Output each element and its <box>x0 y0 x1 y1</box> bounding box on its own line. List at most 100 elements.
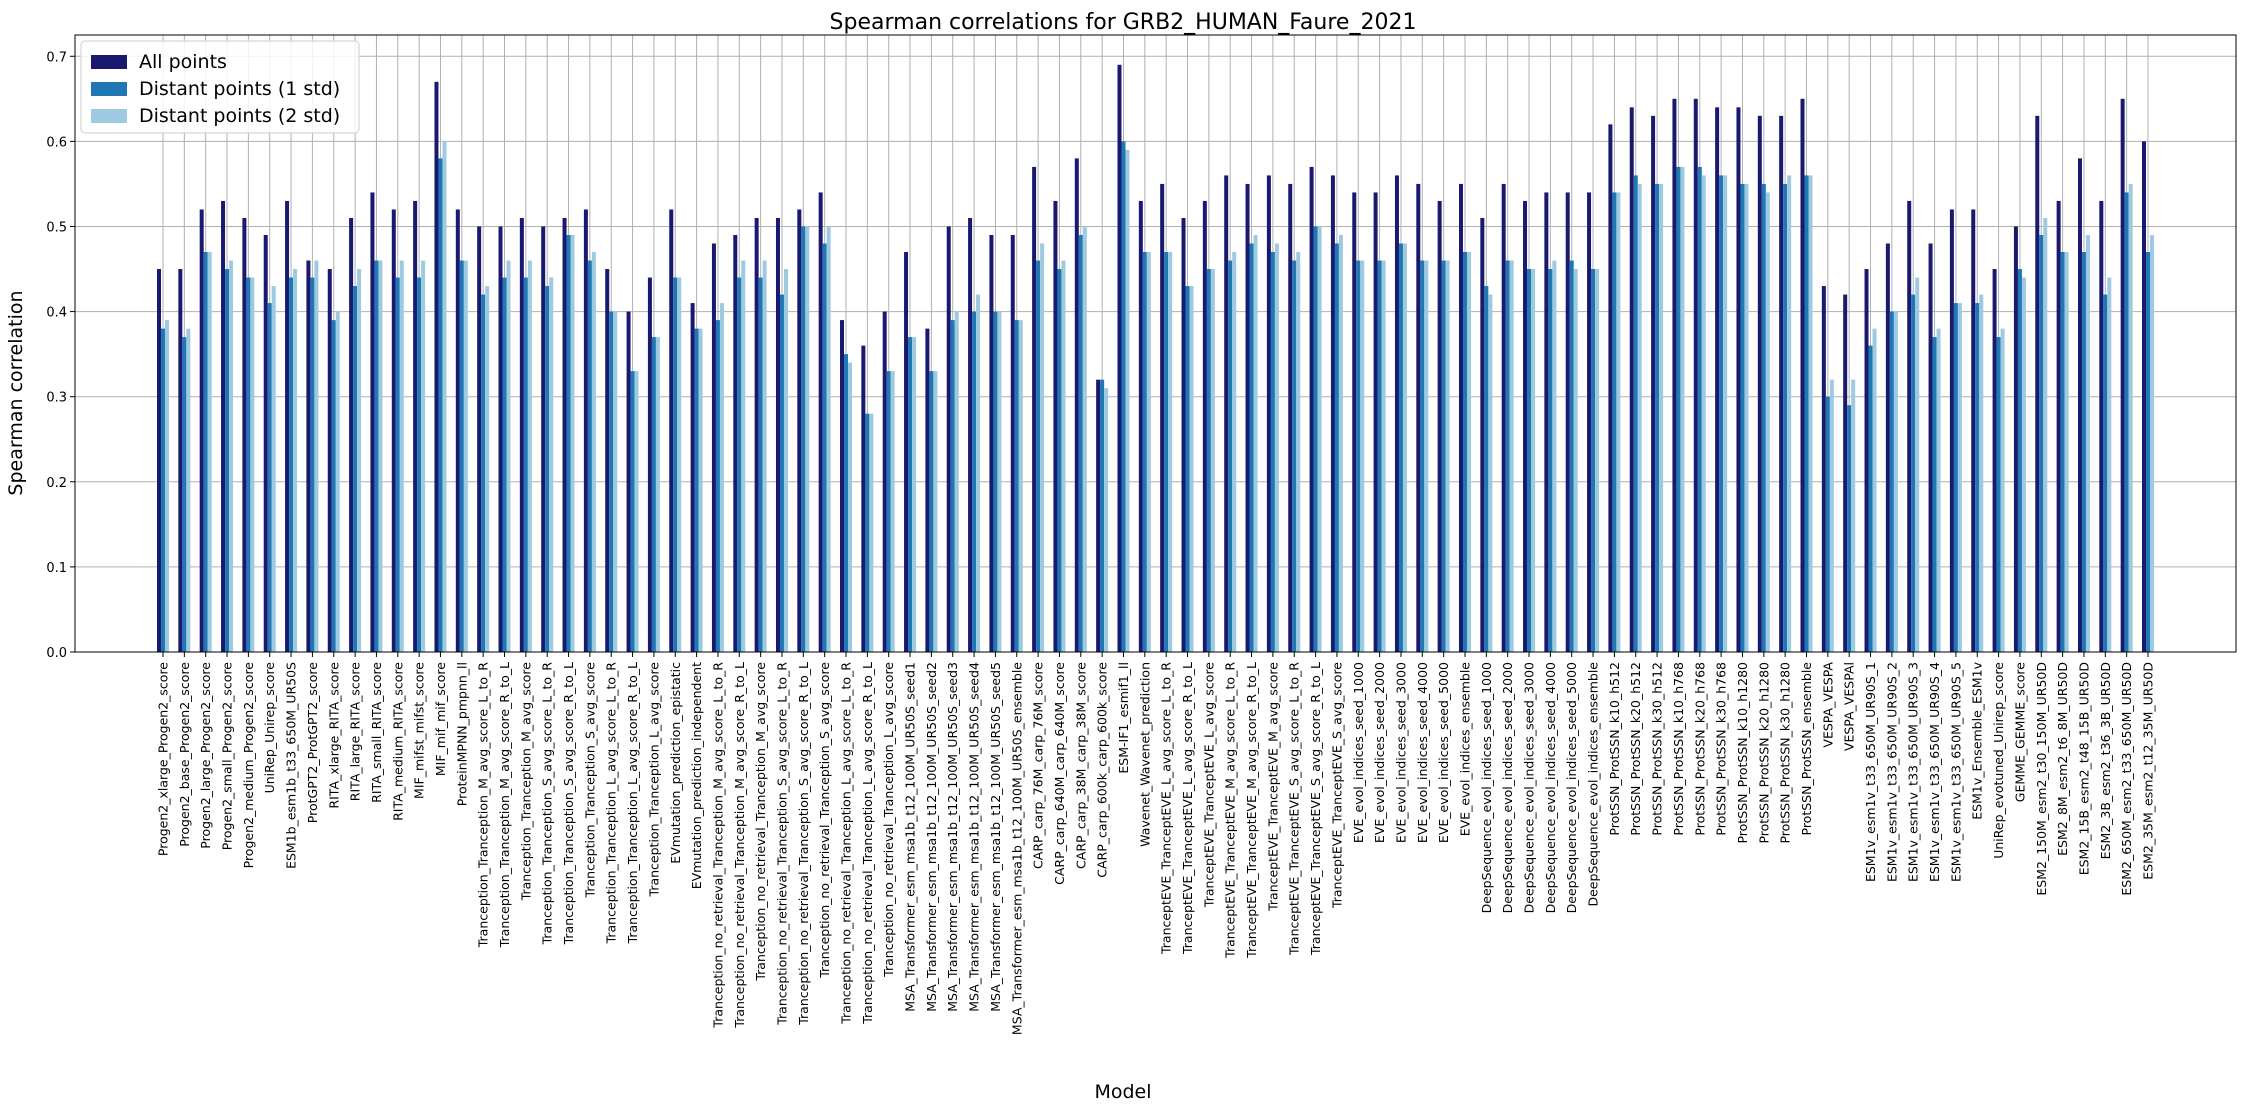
bar <box>1633 175 1638 652</box>
bars-layer <box>157 64 2154 653</box>
bar <box>1544 192 1549 652</box>
legend-swatch <box>91 82 127 96</box>
bar <box>1424 260 1429 652</box>
x-tick-label: ProtSSN_ProtSSN_k30_h768 <box>1714 662 1729 836</box>
bar <box>2124 192 2129 652</box>
series-1-bars <box>157 64 2146 653</box>
bar <box>587 260 592 652</box>
bar <box>1885 243 1890 652</box>
bar <box>1249 243 1254 652</box>
x-tick-label: ESM2_8M_esm2_t6_8M_UR50D <box>2055 662 2070 856</box>
bar <box>310 277 315 652</box>
x-tick-label: DeepSequence_evol_indices_seed_3000 <box>1522 662 1537 913</box>
bar <box>2120 98 2125 653</box>
bar <box>1697 166 1702 652</box>
bar <box>374 260 379 652</box>
bar <box>997 311 1002 652</box>
x-tick-label: Wavenet_Wavenet_prediction <box>1137 662 1152 847</box>
x-tick-label: TranceptEVE_TranceptEVE_S_avg_score_R_to… <box>1308 662 1323 956</box>
bar <box>609 311 614 652</box>
bar <box>1851 379 1856 652</box>
bar <box>1168 252 1173 652</box>
x-tick-label: ESM1b_esm1b_t33_650M_UR50S <box>284 662 299 869</box>
bar <box>1971 209 1976 652</box>
x-tick-label: ProtSSN_ProtSSN_k20_h768 <box>1692 662 1707 836</box>
bar <box>1864 269 1869 652</box>
bar <box>1466 252 1471 652</box>
bar <box>1761 183 1766 652</box>
y-tick-label: 0.3 <box>46 391 67 406</box>
y-tick-label: 0.2 <box>46 476 67 491</box>
x-tick-label: ProtSSN_ProtSSN_k10_h768 <box>1671 662 1686 836</box>
bar <box>711 243 716 652</box>
bar <box>741 260 746 652</box>
bar <box>1100 379 1105 652</box>
bar <box>669 209 674 652</box>
bar <box>1637 183 1642 652</box>
bar <box>2099 200 2104 652</box>
x-tick-label: TranceptEVE_TranceptEVE_L_avg_score <box>1201 662 1216 908</box>
bar <box>463 260 468 652</box>
y-tick-label: 0.4 <box>46 306 67 321</box>
bar <box>861 345 866 652</box>
bar <box>1160 183 1165 652</box>
bar <box>2060 252 2065 652</box>
x-axis: Progen2_xlarge_Progen2_score Progen2_base… <box>156 652 2156 1035</box>
bar <box>1057 269 1062 652</box>
bar <box>161 328 165 652</box>
x-tick-label: ESM1v_esm1v_t33_650M_UR90S_4 <box>1927 662 1942 882</box>
bar <box>203 252 208 652</box>
bar <box>1164 252 1169 652</box>
bar <box>1825 396 1830 652</box>
bar <box>421 260 426 652</box>
bar <box>946 226 951 652</box>
bar <box>545 286 550 652</box>
bar <box>698 328 703 652</box>
bar <box>1488 294 1493 652</box>
bar <box>399 260 404 652</box>
x-tick-label: EVmutation_prediction_epistatic <box>668 662 683 864</box>
bar <box>527 260 532 652</box>
x-tick-label: Progen2_medium_Progen2_score <box>241 662 256 869</box>
x-tick-label: TranceptEVE_TranceptEVE_M_avg_score_L_to… <box>1223 662 1238 959</box>
legend-box <box>80 40 360 134</box>
bar <box>1445 260 1450 652</box>
bar <box>1061 260 1066 652</box>
bar <box>477 226 482 652</box>
bar <box>1206 269 1211 652</box>
bar <box>1509 260 1514 652</box>
x-tick-label: ESM2_35M_esm2_t12_35M_UR50D <box>2141 662 2156 880</box>
x-tick-label: EVE_evol_indices_seed_1000 <box>1351 662 1366 843</box>
bar <box>1245 183 1250 652</box>
bar <box>549 277 554 652</box>
bar <box>1949 209 1954 652</box>
bar <box>826 226 831 652</box>
bar <box>1723 175 1728 652</box>
x-tick-label: RITA_large_RITA_score <box>348 662 363 802</box>
bar <box>634 371 639 652</box>
bar <box>178 269 183 652</box>
bar <box>1548 269 1553 652</box>
bar <box>2085 234 2090 652</box>
x-tick-label: ProteinMPNN_pmpnn_ll <box>454 662 469 806</box>
legend-label: Distant points (2 std) <box>139 105 340 127</box>
x-tick-label: Tranception_Tranception_M_avg_score_R_to… <box>497 662 512 948</box>
x-tick-label: EVE_evol_indices_seed_3000 <box>1393 662 1408 843</box>
x-tick-label: Tranception_no_retrieval_Tranception_S_a… <box>817 662 832 979</box>
bar <box>844 354 849 652</box>
bar <box>775 217 780 652</box>
legend-label: Distant points (1 std) <box>139 78 340 100</box>
x-tick-label: ProtSSN_ProtSSN_k30_h1280 <box>1778 662 1793 844</box>
bar <box>954 311 959 652</box>
x-tick-label: Tranception_no_retrieval_Tranception_L_a… <box>860 662 875 1025</box>
bar <box>2056 200 2061 652</box>
bar <box>1552 260 1557 652</box>
x-tick-label: Tranception_no_retrieval_Tranception_S_a… <box>796 662 811 1026</box>
bar <box>779 294 784 652</box>
bar <box>762 260 767 652</box>
bar <box>1701 175 1706 652</box>
x-tick-label: ESM2_650M_esm2_t33_650M_UR50D <box>2119 662 2134 896</box>
bar <box>378 260 383 652</box>
bar <box>1911 294 1916 652</box>
bar <box>822 243 827 652</box>
